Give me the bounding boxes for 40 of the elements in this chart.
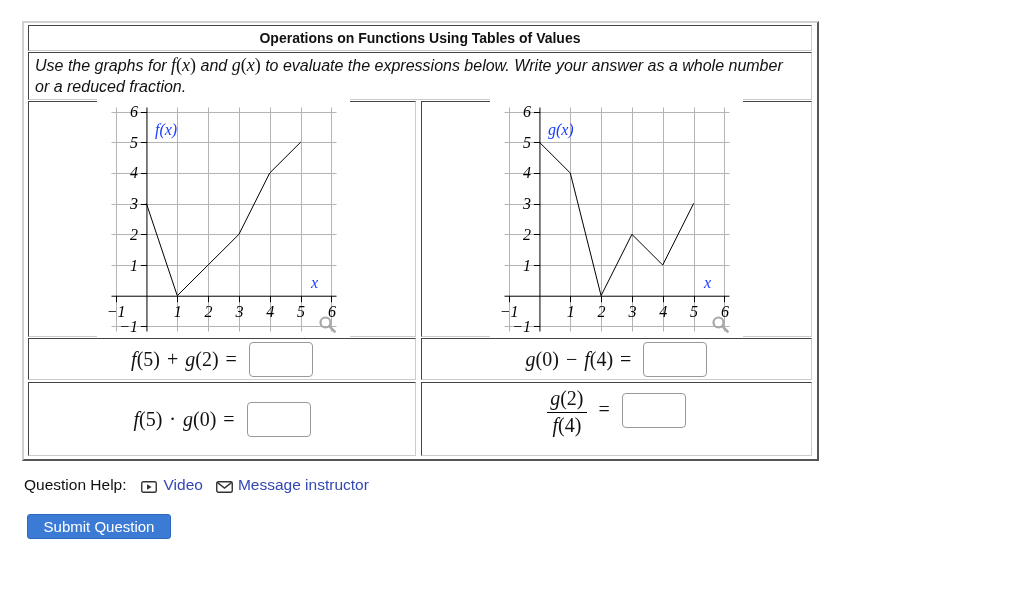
y-tick-label: 5 bbox=[522, 133, 531, 151]
text: Use the graphs for f(x) and g(x) to evaluate the expressions below. Write your answer as a whole number or a reduced fraction. bbox=[35, 55, 783, 95]
button: Submit Question bbox=[27, 514, 171, 539]
x-tick-label: 6 bbox=[720, 303, 729, 321]
y-tick-label: 2 bbox=[522, 225, 531, 243]
x-tick-label: 2 bbox=[597, 303, 606, 321]
y-tick-label: 4 bbox=[129, 164, 138, 182]
x-tick-label: 1 bbox=[173, 303, 182, 321]
x-tick-label: 6 bbox=[327, 303, 336, 321]
text: = bbox=[598, 398, 610, 421]
text: Message instructor bbox=[237, 475, 369, 494]
text: f(5) + g(2) = bbox=[131, 347, 237, 371]
y-tick-label: 5 bbox=[129, 133, 138, 151]
x-tick-label: 4 bbox=[659, 303, 668, 321]
x-tick-label: 3 bbox=[627, 303, 637, 321]
text: g(2) bbox=[549, 387, 585, 412]
y-tick-label: 3 bbox=[128, 195, 138, 213]
y-tick-label: 6 bbox=[522, 103, 531, 121]
x-axis-title: x bbox=[702, 274, 712, 292]
text: g(0) − f(4) = bbox=[525, 347, 632, 371]
y-tick-label: 6 bbox=[129, 103, 138, 121]
text: Question Help: bbox=[24, 475, 127, 494]
x-tick-label: 5 bbox=[297, 303, 306, 321]
y-axis-title: f(x) bbox=[154, 120, 178, 139]
text: f(5) · g(0) = bbox=[133, 407, 235, 431]
x-axis-title: x bbox=[309, 274, 319, 292]
x-tick-label: 2 bbox=[204, 303, 213, 321]
x-tick-label: 1 bbox=[566, 303, 575, 321]
y-tick-label: 3 bbox=[521, 195, 531, 213]
y-tick-label: 1 bbox=[129, 256, 138, 274]
x-tick-label: 5 bbox=[690, 303, 699, 321]
y-tick-label: 1 bbox=[522, 256, 531, 274]
x-tick-label: 4 bbox=[266, 303, 275, 321]
y-tick-label: 2 bbox=[129, 225, 138, 243]
text: f(4) bbox=[551, 413, 583, 437]
text: Operations on Functions Using Tables of Values bbox=[259, 30, 581, 46]
x-tick-label: 3 bbox=[234, 303, 244, 321]
y-tick-label: 4 bbox=[522, 164, 531, 182]
text: Video bbox=[163, 475, 203, 494]
y-axis-title: g(x) bbox=[547, 120, 574, 139]
